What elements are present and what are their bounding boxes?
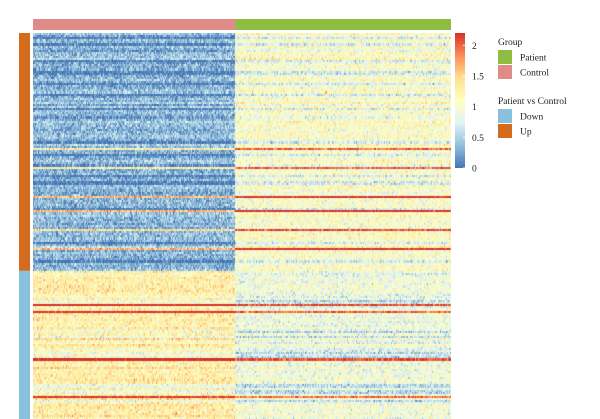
colorbar-tick-label: 1 [472,103,477,113]
group-legend: Group Patient Control [498,38,549,79]
direction-legend-label-down: Down [520,113,543,123]
group-legend-label-patient: Patient [520,54,547,64]
colorbar-ticks: 0 0.5 1 1.5 2 [463,42,484,175]
direction-legend-swatch-up [498,124,512,138]
heatmap-body [33,33,451,419]
group-legend-swatch-patient [498,50,512,64]
colorbar-gradient [455,33,465,168]
colorbar-tick-label: 2 [472,42,477,52]
column-annotation-control [33,19,236,30]
colorbar-tick-label: 0 [472,165,477,175]
colorbar: 0 0.5 1 1.5 2 [455,33,484,175]
direction-legend-label-up: Up [520,128,532,138]
row-annotation-down [19,270,30,419]
direction-legend: Patient vs Control Down Up [498,97,567,138]
group-legend-swatch-control [498,65,512,79]
row-annotation-up [19,33,30,271]
direction-legend-title: Patient vs Control [498,97,567,107]
group-legend-title: Group [498,38,523,48]
heatmap-cells [33,33,451,419]
colorbar-tick-label: 1.5 [472,72,484,82]
column-annotation-patient [235,19,451,30]
column-annotation-bar [33,19,451,30]
colorbar-tick-label: 0.5 [472,134,484,144]
row-annotation-bar [19,33,30,419]
group-legend-label-control: Control [520,69,549,79]
direction-legend-swatch-down [498,109,512,123]
